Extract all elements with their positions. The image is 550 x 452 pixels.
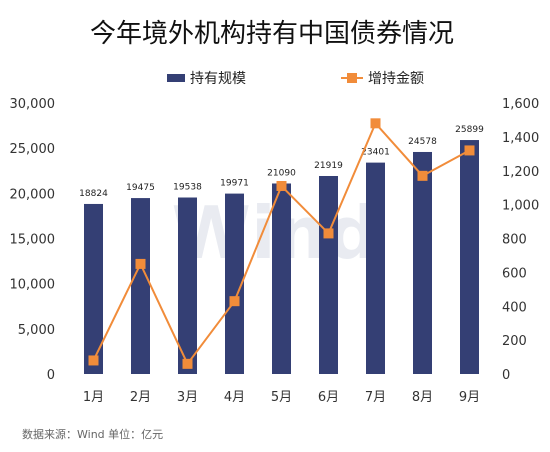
bar-data-label: 24578 — [408, 137, 437, 147]
bar-data-label: 21090 — [267, 168, 296, 178]
bar — [225, 193, 244, 374]
right-axis-ticks: 0 200 400 600 800 1,000 1,200 1,400 1,600 — [502, 97, 539, 383]
line-point — [417, 170, 428, 181]
line-point — [464, 145, 475, 156]
right-tick-label: 800 — [502, 233, 527, 248]
x-tick-label: 8月 — [412, 390, 433, 405]
left-tick-label: 10,000 — [10, 278, 56, 293]
left-tick-label: 30,000 — [10, 97, 56, 112]
x-tick-label: 1月 — [83, 390, 104, 405]
line-point — [135, 258, 146, 269]
x-tick-label: 9月 — [459, 390, 480, 405]
bar — [366, 162, 385, 374]
bar — [319, 175, 338, 374]
bar-data-label: 18824 — [79, 189, 108, 199]
right-tick-label: 1,400 — [502, 131, 539, 146]
x-tick-label: 2月 — [130, 390, 151, 405]
right-tick-label: 1,000 — [502, 199, 539, 214]
bar-data-label: 19971 — [220, 179, 249, 189]
x-tick-label: 4月 — [224, 390, 245, 405]
x-tick-label: 7月 — [365, 390, 386, 405]
line-point — [229, 296, 240, 307]
right-tick-label: 1,600 — [502, 97, 539, 112]
legend-line-marker — [347, 73, 357, 83]
left-axis-ticks: 0 5,000 10,000 15,000 20,000 25,000 30,000 — [10, 97, 56, 383]
bar — [460, 140, 479, 374]
left-tick-label: 25,000 — [10, 142, 56, 157]
bar-data-label: 23401 — [361, 148, 390, 158]
line-point — [276, 180, 287, 191]
line-point — [323, 228, 334, 239]
right-tick-label: 0 — [502, 368, 510, 383]
left-tick-label: 0 — [47, 368, 55, 383]
line-point — [88, 355, 99, 366]
bar-data-label: 21919 — [314, 161, 343, 171]
bar — [131, 198, 150, 374]
legend-bar-label: 持有规模 — [190, 71, 246, 87]
bar — [178, 197, 197, 374]
x-axis-ticks: 1月 2月 3月 4月 5月 6月 7月 8月 9月 — [83, 390, 480, 405]
bar-data-label: 25899 — [455, 125, 484, 135]
right-tick-label: 200 — [502, 334, 527, 349]
x-tick-label: 6月 — [318, 390, 339, 405]
data-labels: 18824 19475 19538 19971 21090 21919 23401 24578… — [79, 125, 484, 199]
left-tick-label: 20,000 — [10, 187, 56, 202]
right-tick-label: 1,200 — [502, 165, 539, 180]
x-tick-label: 3月 — [177, 390, 198, 405]
bar — [84, 203, 103, 374]
legend-bar-swatch — [167, 74, 185, 82]
left-tick-label: 5,000 — [18, 323, 55, 338]
bar-series — [84, 140, 479, 374]
source-note: 数据来源：Wind 单位：亿元 — [22, 427, 163, 441]
line-point — [182, 358, 193, 369]
line-point — [370, 118, 381, 129]
right-tick-label: 400 — [502, 300, 527, 315]
left-tick-label: 15,000 — [10, 233, 56, 248]
bar — [272, 183, 291, 374]
bar-data-label: 19538 — [173, 183, 202, 193]
bar — [413, 151, 432, 374]
bar-data-label: 19475 — [126, 183, 155, 193]
chart-title: 今年境外机构持有中国债券情况 — [90, 19, 454, 49]
x-tick-label: 5月 — [271, 390, 292, 405]
legend: 持有规模 增持金额 — [167, 71, 424, 87]
legend-line-label: 增持金额 — [368, 71, 424, 87]
right-tick-label: 600 — [502, 266, 527, 281]
line-series — [88, 118, 475, 369]
